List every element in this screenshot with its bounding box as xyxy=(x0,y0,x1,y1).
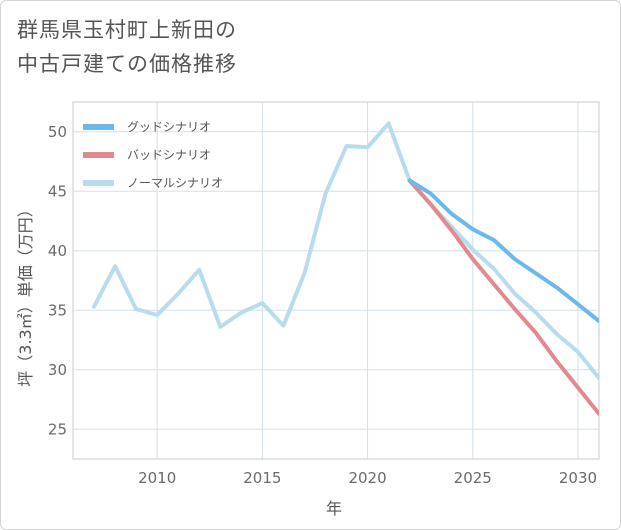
legend-label: バッドシナリオ xyxy=(127,148,211,162)
chart-title: 群馬県玉村町上新田の 中古戸建ての価格推移 xyxy=(17,13,237,81)
grid-lines xyxy=(73,102,599,459)
y-axis-ticks: 25 30 35 40 45 50 xyxy=(48,123,67,439)
y-axis-title: 坪（3.3㎡）単価（万円） xyxy=(16,201,35,386)
chart-title-line1: 群馬県玉村町上新田の xyxy=(17,18,237,42)
legend-label: ノーマルシナリオ xyxy=(127,176,223,190)
x-tick-label: 2030 xyxy=(559,469,597,487)
plot-area xyxy=(72,101,600,460)
series-line-1 xyxy=(407,178,599,416)
y-tick-label: 25 xyxy=(48,420,67,438)
series-line-0 xyxy=(407,178,599,323)
x-tick-label: 2015 xyxy=(243,469,281,487)
series-lines xyxy=(92,121,599,416)
series-line-2 xyxy=(92,121,599,381)
legend-label: グッドシナリオ xyxy=(127,120,211,134)
y-tick-label: 30 xyxy=(48,361,67,379)
plot-border xyxy=(72,101,600,460)
x-tick-label: 2020 xyxy=(348,469,386,487)
x-tick-label: 2010 xyxy=(138,469,176,487)
x-axis-ticks: 2010 2015 2020 2025 2030 xyxy=(138,469,597,487)
x-tick-label: 2025 xyxy=(454,469,492,487)
x-axis-title: 年 xyxy=(326,499,342,518)
chart-title-line2: 中古戸建ての価格推移 xyxy=(17,52,237,76)
y-tick-label: 35 xyxy=(48,301,67,319)
y-tick-label: 40 xyxy=(48,242,67,260)
y-tick-label: 50 xyxy=(48,123,67,141)
y-tick-label: 45 xyxy=(48,182,67,200)
